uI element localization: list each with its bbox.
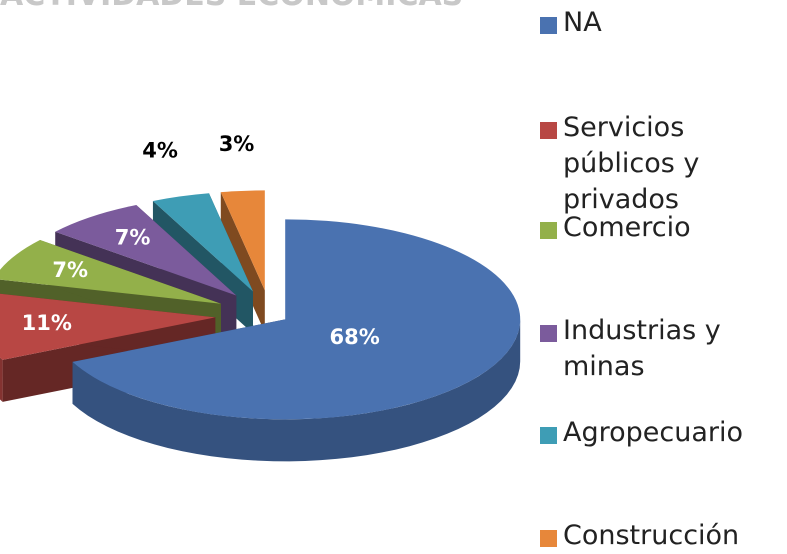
data-label: 68%	[330, 325, 380, 349]
legend-item: NA	[540, 5, 780, 41]
slice-top	[220, 190, 265, 291]
legend-item: Agropecuario	[540, 415, 780, 451]
slice-wall	[220, 192, 265, 333]
slice-top	[152, 193, 254, 292]
legend-swatch	[540, 222, 557, 239]
slice-side	[72, 319, 521, 462]
legend-swatch	[540, 17, 557, 34]
chart-title: ACTIVIDADES ECONÓMICAS	[0, 0, 463, 13]
slice	[220, 190, 265, 333]
legend-swatch	[540, 122, 557, 139]
legend-item: Comercio	[540, 210, 780, 246]
legend-label: Industrias y minas	[563, 315, 721, 382]
legend-label: Servicios públicos y privados	[563, 112, 700, 215]
slice-side	[0, 357, 3, 402]
data-label: 4%	[142, 139, 178, 163]
legend-label: Agropecuario	[563, 417, 744, 448]
legend-label: Construcción	[563, 520, 740, 551]
data-label: 3%	[219, 132, 255, 156]
chart: 68% 11% 7% 7% 4% 3%	[0, 132, 521, 462]
slice-top	[55, 204, 237, 296]
legend-item: Industrias y minas	[540, 313, 780, 385]
legend-swatch	[540, 325, 557, 342]
legend-item: Construcción	[540, 518, 780, 554]
slice-top	[0, 293, 216, 360]
slice-top	[0, 240, 221, 304]
legend-label: Comercio	[563, 212, 691, 243]
data-label: 7%	[115, 226, 151, 250]
slice	[72, 219, 521, 462]
legend-item: Servicios públicos y privados	[540, 110, 780, 218]
slice-top	[72, 219, 521, 420]
data-label: 11%	[22, 311, 72, 335]
legend-label: NA	[563, 7, 602, 38]
legend-swatch	[540, 530, 557, 547]
legend-swatch	[540, 427, 557, 444]
data-label: 7%	[52, 258, 88, 282]
